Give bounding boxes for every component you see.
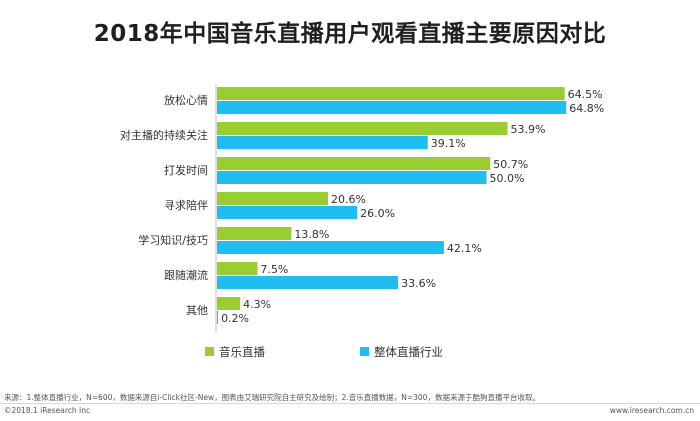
data-label: 33.6% <box>401 277 436 290</box>
bar-music-live <box>217 122 508 135</box>
bar-music-live <box>217 157 491 170</box>
category-label: 学习知识/技巧 <box>138 233 208 247</box>
bar-music-live <box>217 262 258 275</box>
category-label: 对主播的持续关注 <box>120 128 208 142</box>
data-label: 0.2% <box>221 312 249 325</box>
category-label: 其他 <box>186 304 208 317</box>
data-label: 7.5% <box>260 263 288 276</box>
chart-title: 2018年中国音乐直播用户观看直播主要原因对比 <box>93 21 607 47</box>
bar-overall-live <box>217 101 567 114</box>
bar-overall-live <box>217 171 487 184</box>
category-label: 跟随潮流 <box>164 268 208 282</box>
legend-label: 音乐直播 <box>219 345 265 359</box>
category-label: 寻求陪伴 <box>164 198 208 212</box>
bar-overall-live <box>217 311 219 324</box>
category-label: 放松心情 <box>164 93 208 107</box>
bar-music-live <box>217 192 329 205</box>
bar-music-live <box>217 297 241 310</box>
category-label: 打发时间 <box>164 163 208 177</box>
bar-music-live <box>217 227 292 240</box>
data-label: 39.1% <box>431 137 466 150</box>
data-label: 4.3% <box>243 298 271 311</box>
data-label: 26.0% <box>360 207 395 220</box>
data-label: 50.0% <box>490 172 525 185</box>
copyright-text: ©2018.1 iResearch Inc <box>4 406 91 415</box>
bar-music-live <box>217 87 565 100</box>
footer-divider <box>0 403 700 404</box>
source-note: 来源：1.整体直播行业，N=600，数据来源自i-Click社区-New，图表由… <box>4 393 540 402</box>
data-label: 42.1% <box>447 242 482 255</box>
data-label: 64.8% <box>569 102 604 115</box>
data-label: 64.5% <box>568 88 603 101</box>
data-label: 13.8% <box>294 228 329 241</box>
legend-label: 整体直播行业 <box>374 345 443 359</box>
legend-swatch <box>360 347 369 356</box>
legend-swatch <box>205 347 214 356</box>
data-label: 53.9% <box>511 123 546 136</box>
bar-overall-live <box>217 241 444 254</box>
data-label: 20.6% <box>331 193 366 206</box>
bar-overall-live <box>217 206 358 219</box>
data-label: 50.7% <box>493 158 528 171</box>
bar-overall-live <box>217 136 428 149</box>
bar-overall-live <box>217 276 399 289</box>
website-url: www.iresearch.com.cn <box>609 406 694 415</box>
